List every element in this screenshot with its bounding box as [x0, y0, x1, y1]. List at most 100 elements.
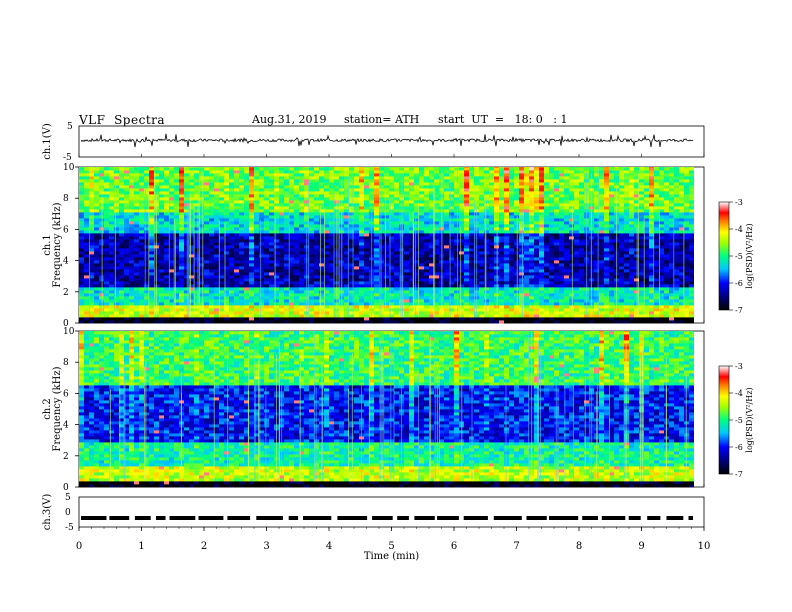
spectrogram-cell — [419, 269, 424, 273]
spectrogram-cell — [534, 308, 539, 312]
spectrogram-cell — [504, 203, 509, 207]
spectrogram-cell — [234, 230, 239, 234]
spectrogram-cell — [459, 296, 464, 300]
spectrogram-cell — [259, 302, 264, 306]
spectrogram-cell — [344, 203, 349, 207]
spectrogram-cell — [204, 215, 209, 219]
spectrogram-cell — [259, 230, 264, 234]
spectrogram-cell — [449, 209, 454, 213]
spectrogram-cell — [504, 230, 509, 234]
spectrogram-cell — [204, 191, 209, 195]
spectrogram-cell — [354, 185, 359, 189]
spectrogram-cell — [509, 299, 514, 303]
spectrogram-cell — [224, 278, 229, 282]
spectrogram-cell — [174, 203, 179, 207]
spectrogram-cell — [519, 284, 524, 288]
spectrogram-cell — [544, 233, 549, 237]
spectrogram-cell — [444, 287, 449, 291]
spectrogram-cell — [464, 296, 469, 300]
spectrogram-cell — [509, 182, 514, 186]
spectrogram-cell — [179, 266, 184, 270]
spectrogram-cell — [414, 212, 419, 216]
spectrogram-cell — [414, 191, 419, 195]
spectrogram-cell — [449, 293, 454, 297]
spectrogram-cell — [249, 275, 254, 279]
spectrogram-cell — [404, 266, 409, 270]
spectrogram-cell — [254, 314, 259, 318]
spectrogram-cell — [509, 302, 514, 306]
spectrogram-cell — [284, 242, 289, 246]
spectrogram-cell — [294, 185, 299, 189]
spectrogram-cell — [219, 191, 224, 195]
spectrogram-cell — [394, 173, 399, 177]
spectrogram-cell — [114, 167, 119, 171]
spectrogram-cell — [199, 248, 204, 252]
spectrogram-cell — [274, 278, 279, 282]
spectrogram-cell — [314, 200, 319, 204]
spectrogram-cell — [204, 197, 209, 201]
spectrogram-cell — [314, 185, 319, 189]
spectrogram-cell — [89, 260, 94, 264]
spectrogram-cell — [209, 293, 214, 297]
spectrogram-cell — [94, 302, 99, 306]
spectrogram-cell — [529, 188, 534, 192]
spectrogram-cell — [504, 227, 509, 231]
spectrogram-cell — [429, 221, 434, 225]
spectrogram-cell — [139, 200, 144, 204]
spectrogram-cell — [174, 266, 179, 270]
spectrogram-cell — [209, 308, 214, 312]
spectrogram-cell — [329, 212, 334, 216]
spectrogram-cell — [354, 290, 359, 294]
spectrogram-cell — [299, 203, 304, 207]
spectrogram-cell — [284, 191, 289, 195]
spectrogram-cell — [239, 191, 244, 195]
spectrogram-cell — [164, 263, 169, 267]
spectrogram-cell — [349, 263, 354, 267]
spectrogram-cell — [119, 269, 124, 273]
spectrogram-cell — [124, 269, 129, 273]
spectrogram-cell — [409, 173, 414, 177]
spectrogram-cell — [349, 218, 354, 222]
spectrogram-cell — [364, 224, 369, 228]
spectrogram-cell — [299, 293, 304, 297]
spectrogram-cell — [454, 302, 459, 306]
spectrogram-cell — [539, 167, 544, 171]
spectrogram-cell — [519, 170, 524, 174]
spectrogram-cell — [114, 242, 119, 246]
spectrogram-cell — [209, 317, 214, 321]
spectrogram-cell — [254, 212, 259, 216]
spectrogram-cell — [294, 176, 299, 180]
spectrogram-cell — [274, 221, 279, 225]
spectrogram-cell — [294, 287, 299, 291]
spectrogram-cell — [384, 182, 389, 186]
spectrogram-cell — [459, 242, 464, 246]
spectrogram-cell — [434, 188, 439, 192]
spectrogram-cell — [429, 299, 434, 303]
spectrogram-cell — [109, 305, 114, 309]
spectrogram-cell — [264, 167, 269, 171]
spectrogram-cell — [79, 260, 84, 264]
spectrogram-cell — [409, 320, 414, 324]
spectrogram-cell — [229, 227, 234, 231]
spectrogram-cell — [329, 188, 334, 192]
spectrogram-cell — [224, 293, 229, 297]
spectrogram-cell — [304, 212, 309, 216]
spectrogram-cell — [199, 188, 204, 192]
spectrogram-cell — [454, 278, 459, 282]
spectrogram-cell — [389, 185, 394, 189]
spectrogram-cell — [174, 167, 179, 171]
spectrogram-cell — [344, 254, 349, 258]
spectrogram-cell — [384, 260, 389, 264]
spectrogram-cell — [244, 278, 249, 282]
spectrogram-cell — [224, 209, 229, 213]
spectrogram-cell — [194, 215, 199, 219]
spectrogram-cell — [174, 302, 179, 306]
spectrogram-cell — [84, 209, 89, 213]
spectrogram-cell — [119, 245, 124, 249]
spectrogram-cell — [409, 185, 414, 189]
spectrogram-cell — [539, 287, 544, 291]
spectrogram-cell — [374, 251, 379, 255]
spectrogram-cell — [84, 281, 89, 285]
spectrogram-cell — [134, 233, 139, 237]
spectrogram-cell — [209, 224, 214, 228]
